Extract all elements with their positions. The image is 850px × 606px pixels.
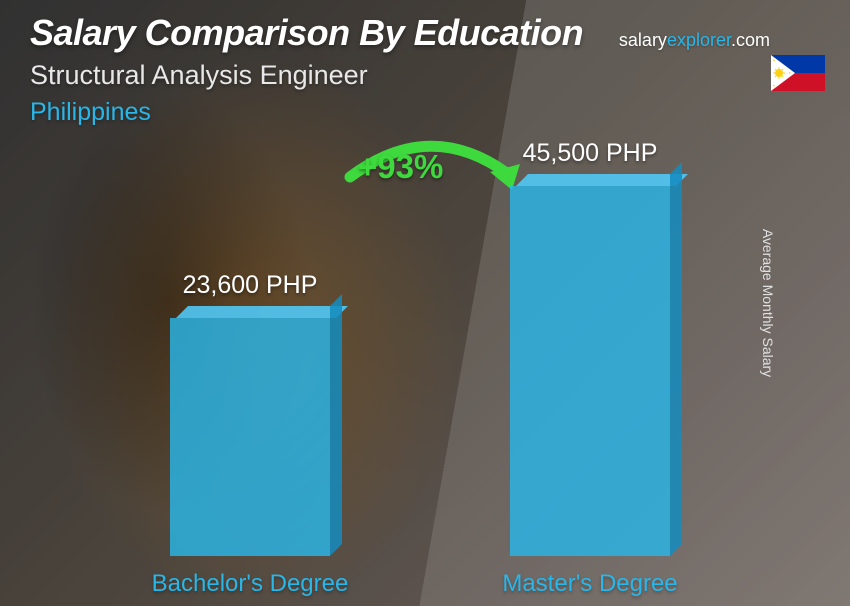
brand-part1: salary — [619, 30, 667, 50]
chart-subtitle: Structural Analysis Engineer — [30, 60, 368, 91]
brand-part2: explorer — [667, 30, 731, 50]
country-label: Philippines — [30, 98, 151, 127]
brand-link[interactable]: salaryexplorer.com — [619, 30, 770, 51]
bar-1: 45,500 PHPMaster's Degree — [510, 186, 670, 556]
bar-category-label: Bachelor's Degree — [152, 570, 349, 598]
bar-value-label: 23,600 PHP — [183, 271, 318, 300]
chart-area: 23,600 PHPBachelor's Degree45,500 PHPMas… — [0, 140, 850, 606]
chart-title: Salary Comparison By Education — [30, 12, 583, 54]
bar-value-label: 45,500 PHP — [523, 139, 658, 168]
flag-icon — [771, 55, 825, 91]
bar-0: 23,600 PHPBachelor's Degree — [170, 318, 330, 556]
brand-part3: .com — [731, 30, 770, 50]
bar-category-label: Master's Degree — [502, 570, 677, 598]
bar-shape — [170, 318, 330, 556]
bar-shape — [510, 186, 670, 556]
